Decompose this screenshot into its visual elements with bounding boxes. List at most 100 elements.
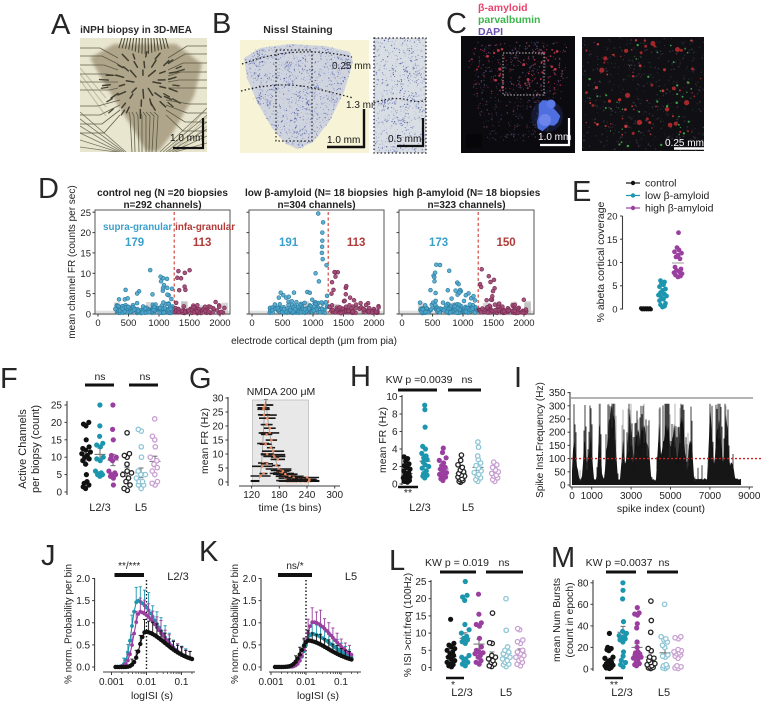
svg-text:1.0: 1.0: [243, 618, 257, 629]
svg-text:F: F: [0, 363, 18, 395]
svg-text:% norm. Probability per bin: % norm. Probability per bin: [230, 564, 241, 684]
svg-text:0.25 mm: 0.25 mm: [332, 61, 371, 72]
svg-text:3000: 3000: [620, 491, 643, 502]
svg-text:E: E: [572, 176, 591, 208]
svg-text:0: 0: [218, 478, 224, 489]
svg-text:time (1s bins): time (1s bins): [258, 502, 321, 514]
svg-text:1500: 1500: [179, 318, 200, 329]
svg-text:150: 150: [549, 441, 566, 452]
svg-text:K: K: [199, 536, 219, 568]
svg-text:8: 8: [392, 410, 398, 421]
svg-text:30: 30: [212, 394, 224, 405]
svg-text:Spike Inst.Frequency (Hz): Spike Inst.Frequency (Hz): [535, 382, 546, 498]
svg-text:1.0 mm: 1.0 mm: [327, 135, 360, 146]
svg-text:per biopsy (count): per biopsy (count): [30, 405, 42, 493]
svg-text:50: 50: [554, 467, 566, 478]
svg-text:113: 113: [347, 237, 366, 249]
svg-text:1000: 1000: [148, 318, 169, 329]
svg-text:500: 500: [425, 318, 441, 329]
svg-text:15: 15: [415, 611, 427, 622]
svg-text:20: 20: [51, 418, 63, 429]
svg-text:15: 15: [607, 235, 618, 246]
svg-text:0.5 mm: 0.5 mm: [388, 134, 421, 145]
svg-text:0.5: 0.5: [243, 640, 257, 651]
svg-text:179: 179: [125, 237, 144, 249]
svg-text:1.5: 1.5: [76, 596, 90, 607]
svg-text:4: 4: [392, 445, 398, 456]
svg-text:parvalbumin: parvalbumin: [478, 14, 540, 26]
svg-text:ns: ns: [139, 371, 150, 383]
svg-text:ns: ns: [498, 557, 509, 569]
svg-text:KW p =0.0039: KW p =0.0039: [386, 374, 453, 386]
svg-text:0.0: 0.0: [76, 663, 90, 674]
svg-text:1.0 mm: 1.0 mm: [538, 132, 571, 143]
svg-text:100: 100: [549, 454, 566, 465]
svg-text:191: 191: [279, 237, 299, 249]
svg-text:high β-amyloid: high β-amyloid: [645, 203, 714, 215]
svg-text:L2/3: L2/3: [451, 687, 472, 699]
svg-text:% ISI >crit.freq (100Hz): % ISI >crit.freq (100Hz): [403, 573, 414, 677]
svg-text:15: 15: [80, 248, 91, 259]
svg-text:0.5: 0.5: [76, 640, 90, 651]
svg-text:L5: L5: [135, 502, 147, 514]
svg-text:25: 25: [80, 208, 91, 219]
svg-text:low β-amyloid (N= 18 biopsies: low β-amyloid (N= 18 biopsies: [245, 188, 389, 199]
svg-text:2000: 2000: [209, 318, 230, 329]
svg-text:Active Channels: Active Channels: [17, 409, 29, 489]
svg-text:n=292 channels): n=292 channels): [123, 200, 201, 211]
svg-text:15: 15: [212, 436, 224, 447]
svg-text:electrode cortical depth (μm f: electrode cortical depth (μm from pia): [231, 336, 397, 347]
svg-text:1.0: 1.0: [76, 618, 90, 629]
svg-text:spike index (count): spike index (count): [617, 503, 705, 515]
svg-text:0: 0: [392, 480, 398, 491]
svg-text:n=304 channels): n=304 channels): [277, 200, 355, 211]
svg-text:2.0: 2.0: [76, 574, 90, 585]
svg-text:ns: ns: [94, 371, 105, 383]
svg-text:500: 500: [275, 318, 291, 329]
svg-text:1000: 1000: [581, 491, 604, 502]
svg-text:300: 300: [326, 490, 343, 501]
svg-text:0.1: 0.1: [334, 677, 348, 688]
svg-text:0: 0: [569, 491, 575, 502]
svg-text:0: 0: [612, 305, 617, 316]
svg-text:0: 0: [56, 488, 62, 499]
svg-text:Nissl Staining: Nissl Staining: [263, 24, 332, 36]
svg-text:n=323 channels): n=323 channels): [427, 200, 505, 211]
svg-text:B: B: [212, 8, 231, 40]
svg-text:logISI (s): logISI (s): [131, 690, 173, 702]
svg-text:D: D: [38, 173, 59, 205]
svg-text:control: control: [645, 178, 677, 190]
svg-text:0.01: 0.01: [137, 677, 157, 688]
svg-text:infa-granular: infa-granular: [175, 222, 235, 233]
svg-text:% norm. Probability per bin: % norm. Probability per bin: [64, 564, 75, 684]
svg-text:60: 60: [577, 600, 589, 611]
svg-text:40: 40: [577, 621, 589, 632]
svg-text:NMDA 200 μM: NMDA 200 μM: [247, 386, 316, 398]
svg-text:J: J: [41, 540, 56, 572]
svg-text:10: 10: [386, 392, 398, 403]
svg-text:5000: 5000: [659, 491, 682, 502]
svg-text:10: 10: [607, 258, 618, 269]
svg-text:0.01: 0.01: [296, 677, 316, 688]
svg-text:L2/3: L2/3: [89, 502, 110, 514]
svg-text:0: 0: [421, 663, 427, 674]
svg-text:low β-amyloid: low β-amyloid: [645, 190, 710, 202]
svg-text:10: 10: [415, 629, 427, 640]
svg-text:150: 150: [497, 237, 516, 249]
svg-text:L5: L5: [345, 571, 357, 583]
svg-text:2000: 2000: [513, 318, 534, 329]
svg-text:5: 5: [218, 464, 224, 475]
svg-text:1000: 1000: [452, 318, 473, 329]
svg-text:25: 25: [51, 401, 63, 412]
svg-text:25: 25: [212, 408, 224, 419]
svg-text:0: 0: [249, 318, 254, 329]
svg-text:supra-granular: supra-granular: [103, 222, 172, 233]
svg-text:200: 200: [549, 428, 566, 439]
svg-text:20: 20: [607, 212, 618, 223]
svg-text:β-amyloid: β-amyloid: [478, 2, 528, 14]
svg-text:0.001: 0.001: [258, 677, 283, 688]
svg-text:10: 10: [212, 450, 224, 461]
svg-text:C: C: [446, 8, 467, 40]
svg-text:L: L: [389, 545, 405, 577]
svg-text:350: 350: [549, 388, 566, 399]
